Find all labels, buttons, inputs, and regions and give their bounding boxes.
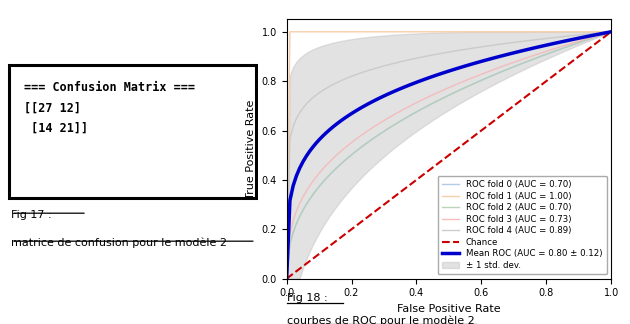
- ROC fold 2 (AUC = 0.70): [591, 35, 598, 39]
- ROC fold 3 (AUC = 0.73): [476, 73, 484, 77]
- ROC fold 4 (AUC = 0.89): [450, 49, 457, 53]
- ROC fold 3 (AUC = 0.73): [607, 30, 615, 34]
- Legend: ROC fold 0 (AUC = 0.70), ROC fold 1 (AUC = 1.00), ROC fold 2 (AUC = 0.70), ROC f: ROC fold 0 (AUC = 0.70), ROC fold 1 (AUC…: [438, 176, 607, 274]
- ROC fold 3 (AUC = 0.73): [450, 84, 457, 87]
- ROC fold 2 (AUC = 0.70): [345, 155, 353, 159]
- ROC fold 1 (AUC = 1.00): [479, 30, 487, 34]
- ROC fold 3 (AUC = 0.73): [283, 277, 290, 281]
- Mean ROC (AUC = 0.80 ± 0.12): [358, 105, 366, 109]
- ROC fold 3 (AUC = 0.73): [345, 143, 353, 146]
- ROC fold 0 (AUC = 0.70): [476, 79, 484, 83]
- Mean ROC (AUC = 0.80 ± 0.12): [476, 60, 484, 64]
- Line: ROC fold 1 (AUC = 1.00): ROC fold 1 (AUC = 1.00): [287, 32, 611, 279]
- ROC fold 1 (AUC = 1.00): [607, 30, 615, 34]
- Line: ROC fold 3 (AUC = 0.73): ROC fold 3 (AUC = 0.73): [287, 32, 611, 279]
- ROC fold 2 (AUC = 0.70): [581, 39, 588, 42]
- ROC fold 1 (AUC = 1.00): [348, 30, 356, 34]
- Mean ROC (AUC = 0.80 ± 0.12): [591, 33, 598, 37]
- ROC fold 0 (AUC = 0.70): [283, 277, 290, 281]
- ROC fold 1 (AUC = 1.00): [454, 30, 461, 34]
- ROC fold 4 (AUC = 0.89): [591, 31, 598, 35]
- ROC fold 3 (AUC = 0.73): [581, 37, 588, 41]
- ROC fold 2 (AUC = 0.70): [358, 145, 366, 148]
- Mean ROC (AUC = 0.80 ± 0.12): [345, 113, 353, 117]
- ROC fold 1 (AUC = 1.00): [286, 30, 294, 34]
- Text: courbes de ROC pour le modèle 2: courbes de ROC pour le modèle 2: [287, 316, 474, 324]
- Mean ROC (AUC = 0.80 ± 0.12): [581, 35, 588, 39]
- Mean ROC (AUC = 0.80 ± 0.12): [450, 68, 457, 72]
- Mean ROC (AUC = 0.80 ± 0.12): [283, 277, 290, 281]
- ROC fold 3 (AUC = 0.73): [358, 133, 366, 137]
- Mean ROC (AUC = 0.80 ± 0.12): [607, 30, 615, 34]
- ROC fold 4 (AUC = 0.89): [345, 75, 353, 79]
- Line: ROC fold 4 (AUC = 0.89): ROC fold 4 (AUC = 0.89): [287, 32, 611, 279]
- ROC fold 2 (AUC = 0.70): [283, 277, 290, 281]
- ROC fold 4 (AUC = 0.89): [283, 277, 290, 281]
- ROC fold 4 (AUC = 0.89): [581, 32, 588, 36]
- ROC fold 1 (AUC = 1.00): [594, 30, 602, 34]
- ROC fold 3 (AUC = 0.73): [591, 35, 598, 39]
- ROC fold 2 (AUC = 0.70): [476, 79, 484, 83]
- ROC fold 4 (AUC = 0.89): [476, 45, 484, 49]
- Y-axis label: True Positive Rate: True Positive Rate: [246, 99, 256, 199]
- ROC fold 0 (AUC = 0.70): [450, 91, 457, 95]
- ROC fold 1 (AUC = 1.00): [585, 30, 592, 34]
- ROC fold 0 (AUC = 0.70): [591, 35, 598, 39]
- ROC fold 2 (AUC = 0.70): [607, 30, 615, 34]
- ROC fold 1 (AUC = 1.00): [283, 277, 290, 281]
- ROC fold 1 (AUC = 1.00): [362, 30, 369, 34]
- Text: matrice de confusion pour le modèle 2: matrice de confusion pour le modèle 2: [11, 238, 227, 248]
- ROC fold 0 (AUC = 0.70): [358, 145, 366, 148]
- ROC fold 2 (AUC = 0.70): [450, 91, 457, 95]
- Text: Fig 17 :: Fig 17 :: [11, 210, 52, 220]
- X-axis label: False Positive Rate: False Positive Rate: [397, 304, 501, 314]
- FancyBboxPatch shape: [9, 65, 256, 198]
- ROC fold 0 (AUC = 0.70): [607, 30, 615, 34]
- Line: ROC fold 0 (AUC = 0.70): ROC fold 0 (AUC = 0.70): [287, 32, 611, 279]
- ROC fold 0 (AUC = 0.70): [581, 39, 588, 42]
- ROC fold 0 (AUC = 0.70): [345, 155, 353, 159]
- Line: ROC fold 2 (AUC = 0.70): ROC fold 2 (AUC = 0.70): [287, 32, 611, 279]
- Text: Fig 18 :: Fig 18 :: [287, 293, 327, 303]
- ROC fold 4 (AUC = 0.89): [358, 71, 366, 75]
- Text: === Confusion Matrix ===
[[27 12]
 [14 21]]: === Confusion Matrix === [[27 12] [14 21…: [24, 81, 195, 134]
- Line: Mean ROC (AUC = 0.80 ± 0.12): Mean ROC (AUC = 0.80 ± 0.12): [287, 32, 611, 279]
- ROC fold 4 (AUC = 0.89): [607, 30, 615, 34]
